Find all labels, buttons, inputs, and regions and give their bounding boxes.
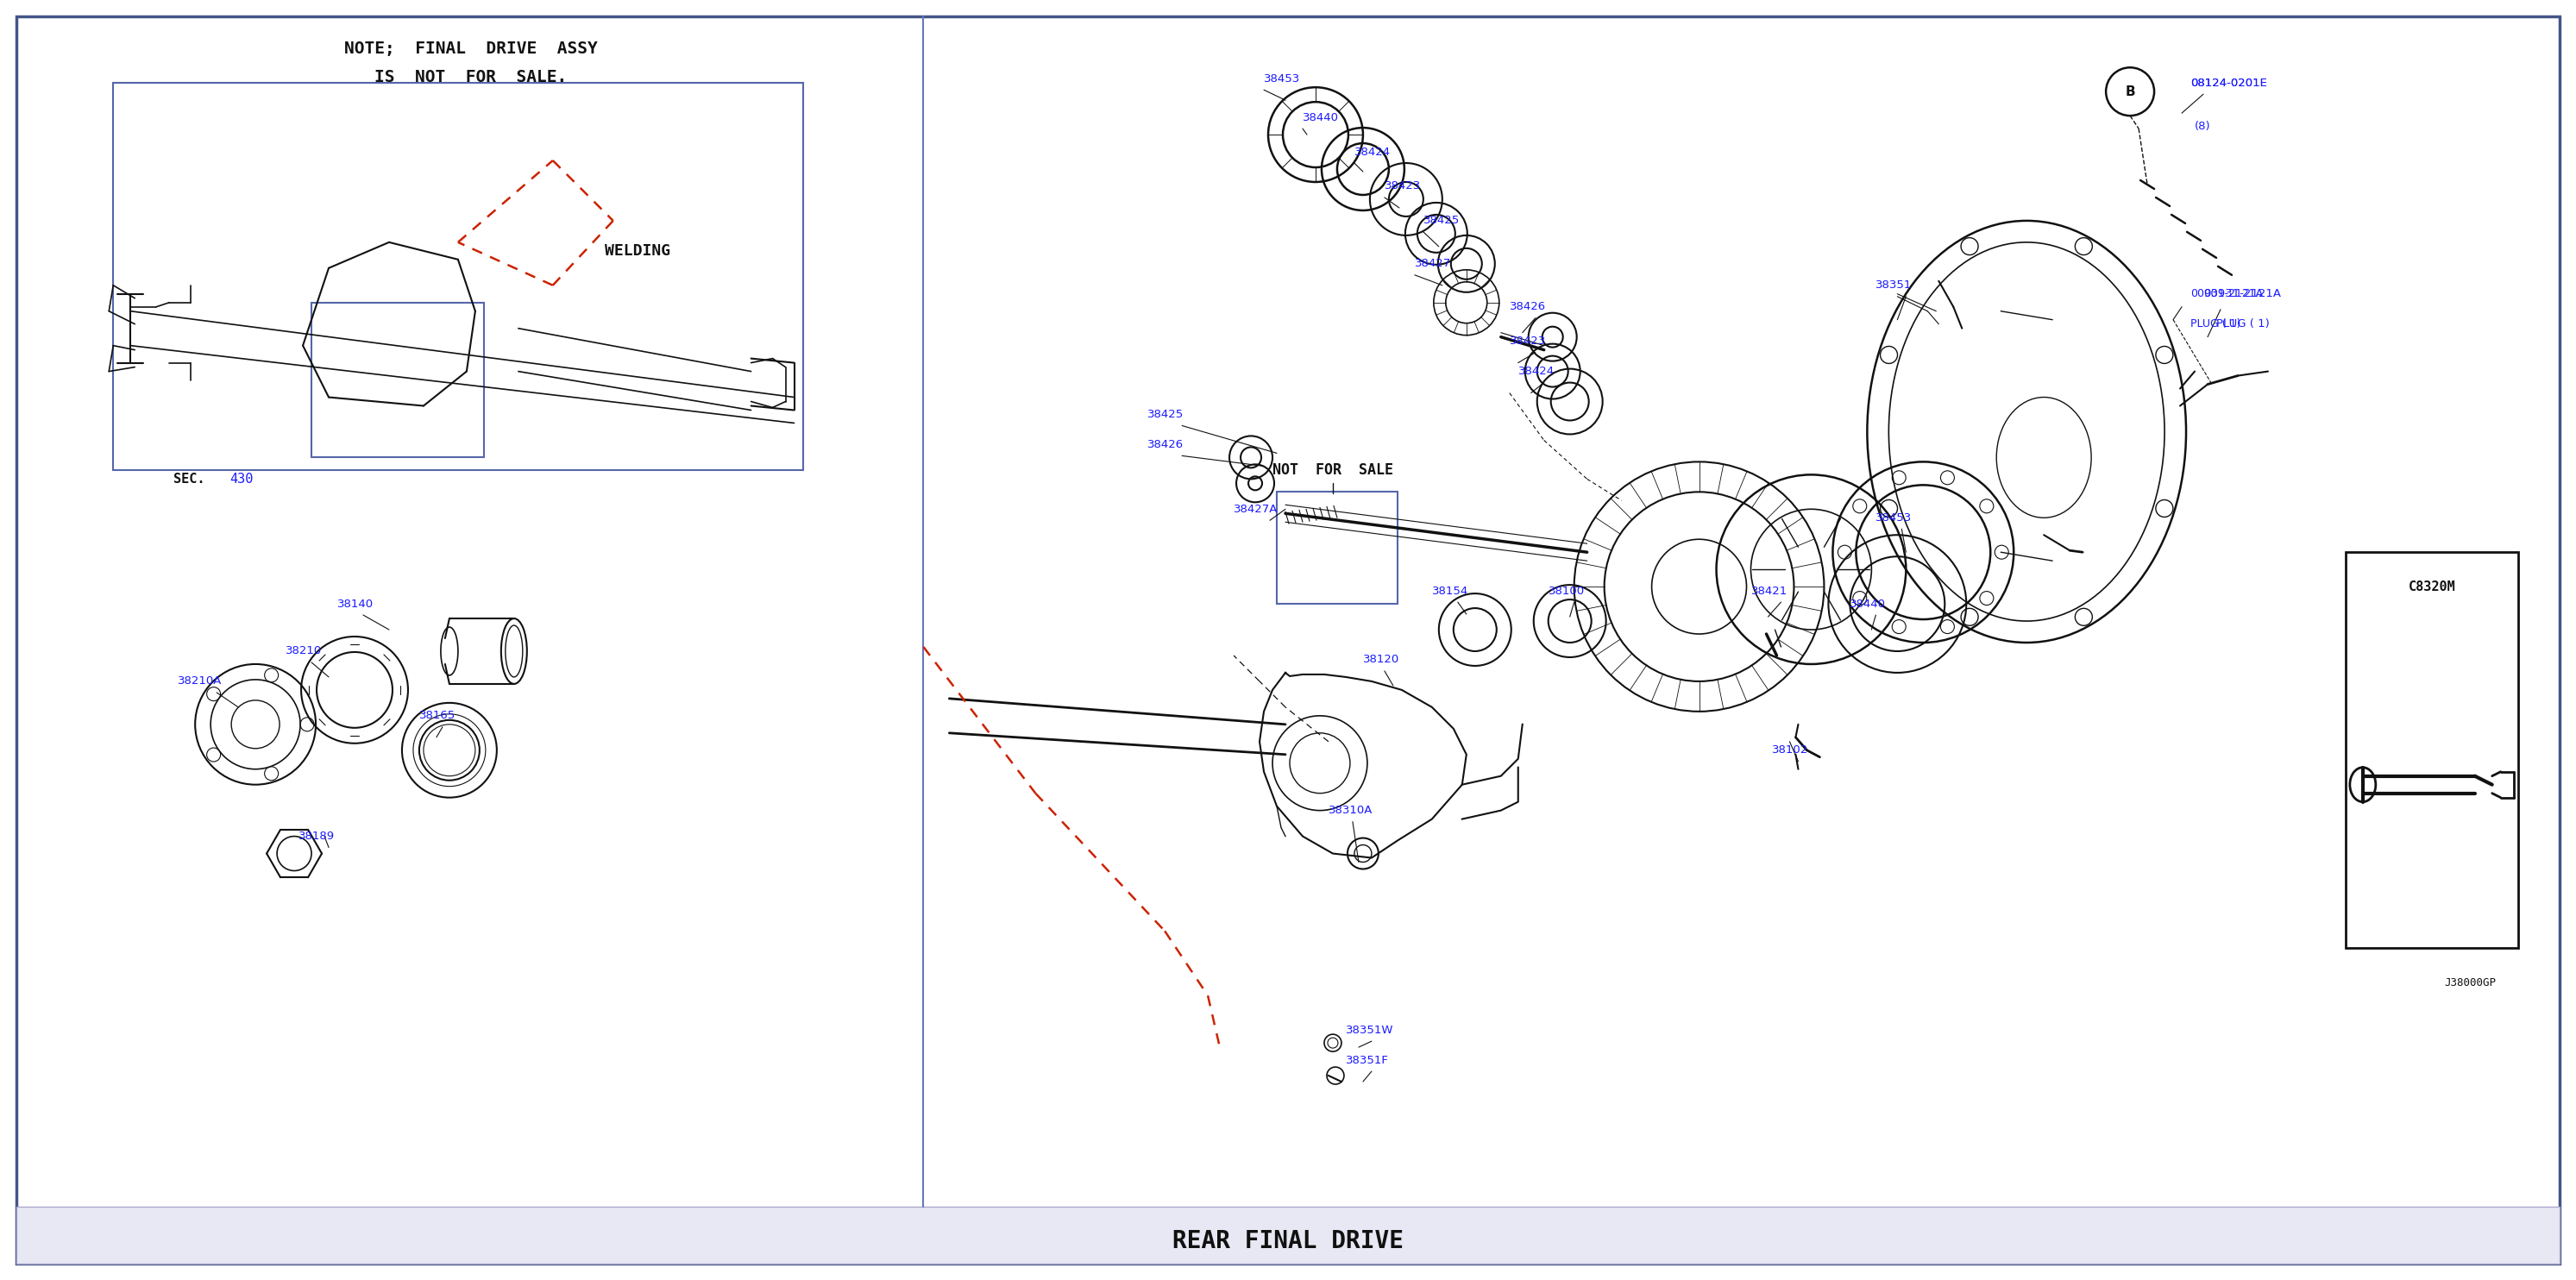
Text: IS  NOT  FOR  SALE.: IS NOT FOR SALE. [374, 69, 567, 86]
Text: 38210A: 38210A [178, 676, 222, 687]
Text: 38427: 38427 [1414, 259, 1450, 269]
Text: 38310A: 38310A [1329, 805, 1373, 817]
Text: 38165: 38165 [420, 710, 456, 722]
Text: 38426: 38426 [1146, 439, 1185, 451]
Text: PLUG ( 1): PLUG ( 1) [2215, 319, 2269, 330]
Text: 38453: 38453 [1265, 73, 1301, 84]
Bar [1278, 492, 1396, 604]
Text: 38102: 38102 [1772, 745, 1808, 755]
Text: 38423: 38423 [1383, 180, 1422, 192]
Text: 08124-0201E: 08124-0201E [2190, 77, 2267, 88]
Text: 00931-2121A: 00931-2121A [2202, 288, 2280, 300]
Text: REAR FINAL DRIVE: REAR FINAL DRIVE [1172, 1229, 1404, 1253]
Text: 38351W: 38351W [1345, 1024, 1394, 1036]
Text: WELDING: WELDING [605, 243, 670, 259]
Text: NOT  FOR  SALE: NOT FOR SALE [1273, 462, 1394, 479]
Text: 38425: 38425 [1146, 408, 1185, 420]
Text: 38440: 38440 [1850, 598, 1886, 609]
Text: 00931-2121A: 00931-2121A [2190, 288, 2262, 300]
Text: NOTE;  FINAL  DRIVE  ASSY: NOTE; FINAL DRIVE ASSY [345, 41, 598, 56]
Text: 38351: 38351 [1875, 280, 1911, 291]
Text: 38210: 38210 [286, 645, 322, 657]
Text: 38351F: 38351F [1345, 1055, 1388, 1066]
Text: 38425: 38425 [1425, 215, 1461, 227]
Text: 38426: 38426 [1510, 301, 1546, 312]
Text: 38154: 38154 [1432, 585, 1468, 596]
Text: 38120: 38120 [1363, 654, 1399, 666]
Text: B: B [2125, 86, 2136, 99]
Text: 08124-0201E: 08124-0201E [2190, 77, 2267, 88]
Text: 430: 430 [229, 472, 252, 485]
Text: SEC.: SEC. [173, 472, 206, 485]
Text: PLUG ( 1): PLUG ( 1) [2190, 319, 2241, 330]
Text: 38453: 38453 [1875, 512, 1911, 524]
Text: 38100: 38100 [1548, 585, 1584, 596]
Bar [2347, 552, 2517, 948]
Text: 38421: 38421 [1752, 585, 1788, 596]
Text: 38423: 38423 [1510, 335, 1546, 347]
Text: 38189: 38189 [299, 831, 335, 842]
Bar [312, 302, 484, 457]
Text: 38424: 38424 [1517, 366, 1553, 378]
Bar [15, 1207, 2561, 1263]
Text: (8): (8) [2195, 120, 2210, 132]
Text: 38140: 38140 [337, 598, 374, 609]
Text: 38440: 38440 [1303, 111, 1340, 123]
Text: C8320M: C8320M [2409, 580, 2455, 593]
Text: 38424: 38424 [1355, 146, 1391, 157]
Bar [113, 83, 804, 470]
Text: 38427A: 38427A [1234, 503, 1278, 515]
Text: J38000GP: J38000GP [2445, 977, 2496, 988]
